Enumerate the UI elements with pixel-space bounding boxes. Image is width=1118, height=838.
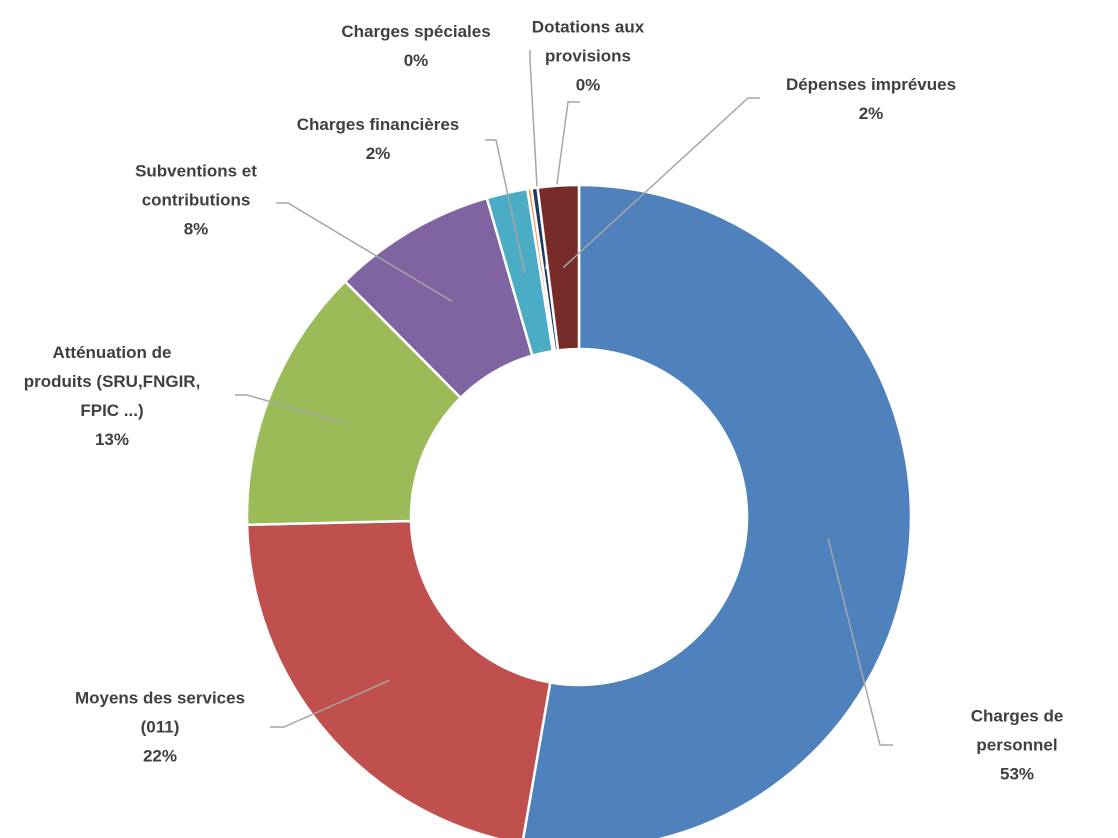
- value-label: 22%: [142, 746, 178, 766]
- slice: [536, 183, 581, 352]
- data-label: Atténuation de produits (SRU,FNGIR, FPIC…: [24, 338, 201, 454]
- data-label: Charges financières 2%: [297, 110, 460, 168]
- value-label: 2%: [365, 144, 391, 163]
- category-label: Charges de personnel: [970, 706, 1064, 755]
- value-label: 0%: [403, 51, 429, 70]
- data-label: Charges spéciales 0%: [341, 17, 490, 75]
- data-label: Moyens des services (011) 22%: [75, 684, 245, 771]
- category-label: Subventions et contributions: [135, 161, 257, 210]
- data-label: Charges de personnel 53%: [967, 702, 1068, 789]
- data-label: Subventions et contributions 8%: [135, 157, 257, 244]
- category-label: Charges financières: [296, 115, 460, 134]
- leader-line: [562, 97, 760, 269]
- category-label: Moyens des services (011): [74, 688, 246, 737]
- slice: [245, 279, 463, 527]
- value-label: 2%: [858, 104, 884, 123]
- value-label: 13%: [94, 430, 130, 449]
- slice: [245, 519, 552, 838]
- data-label: Dépenses imprévues 2%: [786, 70, 956, 128]
- leader-line: [235, 394, 348, 425]
- category-label: Atténuation de produits (SRU,FNGIR, FPIC…: [23, 343, 201, 420]
- leader-line: [276, 202, 453, 303]
- data-label: Dotations aux provisions 0%: [532, 13, 644, 100]
- category-label: Dotations aux provisions: [531, 17, 645, 66]
- leader-line: [827, 538, 893, 746]
- leader-line: [270, 679, 390, 728]
- value-label: 53%: [999, 764, 1035, 784]
- leader-line: [485, 139, 526, 274]
- slice: [521, 183, 913, 838]
- category-label: Charges spéciales: [341, 22, 491, 41]
- value-label: 0%: [575, 75, 601, 95]
- category-label: Dépenses imprévues: [785, 75, 957, 94]
- value-label: 8%: [183, 219, 209, 239]
